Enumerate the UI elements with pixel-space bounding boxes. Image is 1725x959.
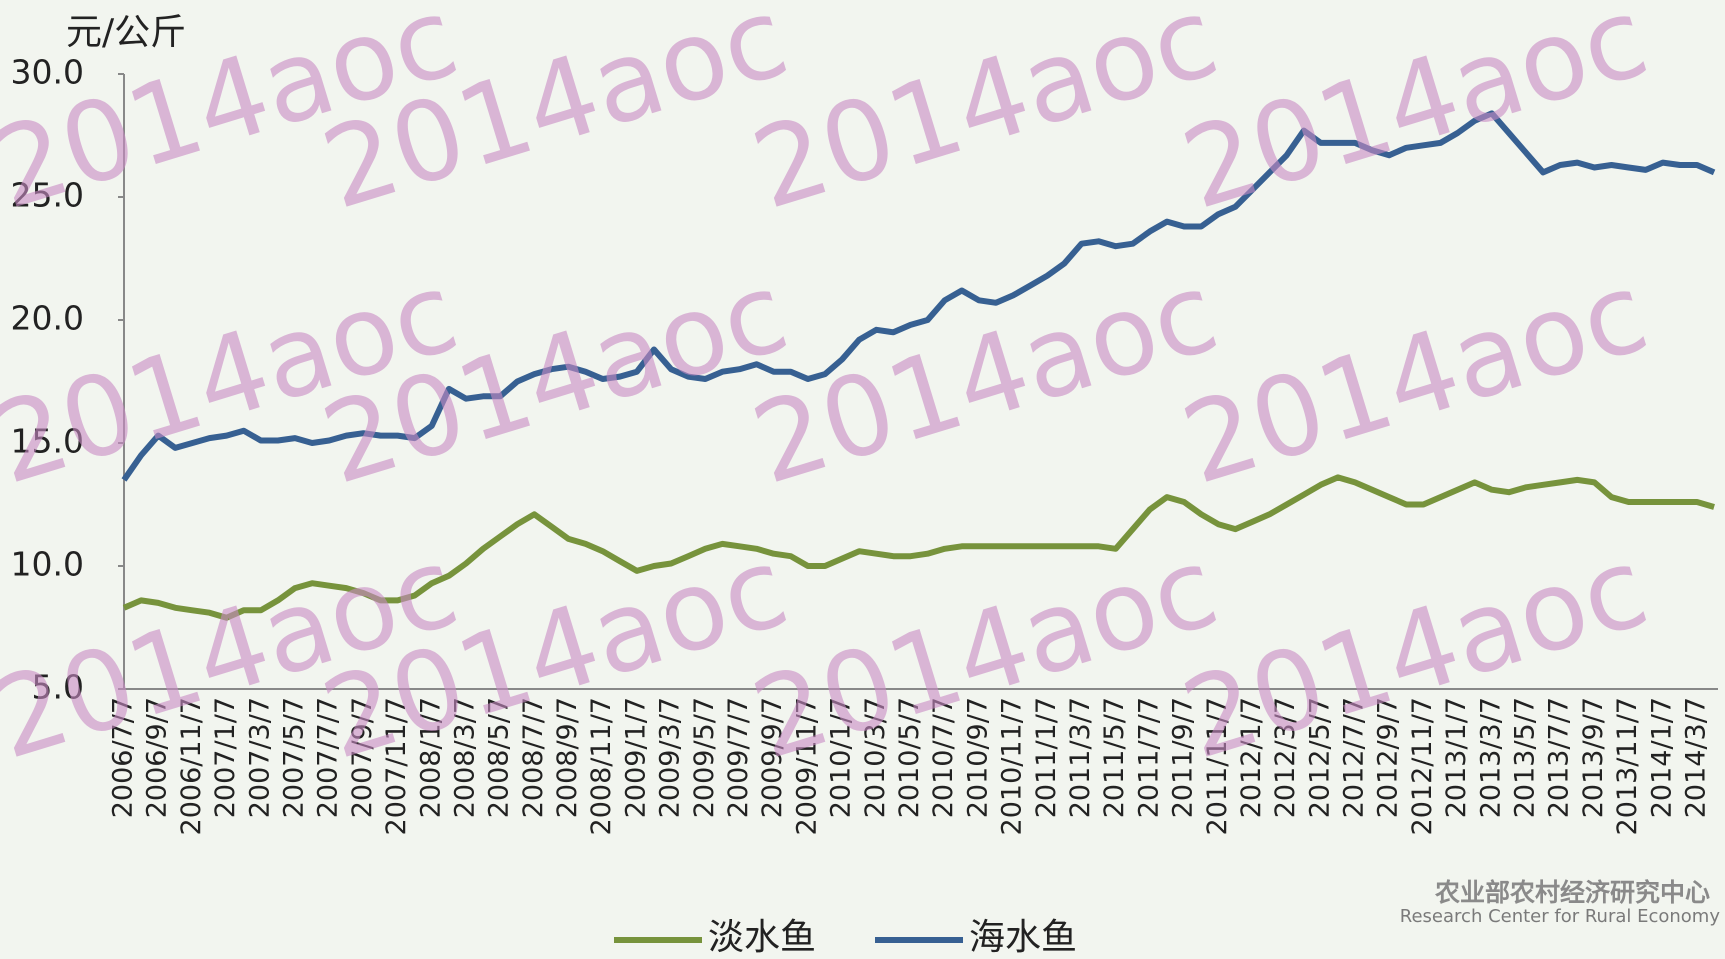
x-tick-label: 2011/9/7	[1168, 697, 1199, 818]
series-line	[121, 110, 1716, 482]
y-tick-label: 10.0	[11, 545, 84, 584]
x-tick-label: 2009/1/7	[620, 697, 651, 818]
x-tick-label: 2013/5/7	[1510, 697, 1541, 818]
x-tick-label: 2010/3/7	[860, 697, 891, 818]
x-tick-label: 2012/3/7	[1270, 697, 1301, 818]
y-tick-label: 30.0	[11, 53, 84, 92]
y-axis-label: 元/公斤	[66, 12, 186, 53]
x-tick-label: 2008/3/7	[449, 697, 480, 818]
x-tick-label: 2013/11/7	[1612, 697, 1643, 835]
x-tick-label: 2008/1/7	[415, 697, 446, 818]
x-tick-label: 2006/7/7	[108, 697, 139, 818]
logo-text: Research Center for Rural Economy	[1400, 906, 1721, 927]
x-tick-label: 2012/7/7	[1339, 697, 1370, 818]
x-tick-label: 2010/9/7	[962, 697, 993, 818]
x-tick-label: 2007/11/7	[381, 697, 412, 835]
x-tick-label: 2009/5/7	[689, 697, 720, 818]
x-tick-label: 2012/1/7	[1236, 697, 1267, 818]
x-tick-label: 2013/3/7	[1475, 697, 1506, 818]
logo-text: 农业部农村经济研究中心	[1434, 878, 1710, 907]
x-tick-label: 2011/11/7	[1202, 697, 1233, 835]
x-tick-label: 2010/11/7	[997, 697, 1028, 835]
legend-label: 海水鱼	[969, 917, 1077, 958]
x-tick-label: 2007/5/7	[278, 697, 309, 818]
x-tick-label: 2009/9/7	[757, 697, 788, 818]
x-tick-label: 2012/11/7	[1407, 697, 1438, 835]
y-tick-label: 5.0	[32, 668, 84, 707]
x-tick-label: 2011/7/7	[1133, 697, 1164, 818]
x-tick-label: 2008/7/7	[518, 697, 549, 818]
x-tick-label: 2007/9/7	[347, 697, 378, 818]
x-tick-label: 2013/9/7	[1578, 697, 1609, 818]
x-tick-label: 2008/5/7	[484, 697, 515, 818]
x-tick-label: 2011/3/7	[1065, 697, 1096, 818]
x-tick-label: 2011/5/7	[1099, 697, 1130, 818]
x-tick-label: 2007/7/7	[313, 697, 344, 818]
x-tick-label: 2010/5/7	[894, 697, 925, 818]
x-tick-label: 2010/7/7	[928, 697, 959, 818]
x-tick-label: 2013/1/7	[1441, 697, 1472, 818]
legend-label: 淡水鱼	[708, 917, 816, 958]
y-tick-label: 20.0	[11, 299, 84, 338]
x-tick-label: 2012/9/7	[1373, 697, 1404, 818]
x-tick-label: 2011/1/7	[1031, 697, 1062, 818]
x-tick-label: 2007/3/7	[244, 697, 275, 818]
x-tick-label: 2008/9/7	[552, 697, 583, 818]
x-tick-label: 2006/9/7	[142, 697, 173, 818]
x-tick-label: 2009/11/7	[791, 697, 822, 835]
y-tick-label: 15.0	[11, 422, 84, 461]
x-tick-label: 2008/11/7	[586, 697, 617, 835]
y-tick-label: 25.0	[11, 176, 84, 215]
x-tick-label: 2009/3/7	[655, 697, 686, 818]
x-tick-label: 2013/7/7	[1544, 697, 1575, 818]
x-tick-label: 2012/5/7	[1304, 697, 1335, 818]
x-tick-label: 2009/7/7	[723, 697, 754, 818]
x-tick-label: 2010/1/7	[826, 697, 857, 818]
x-tick-label: 2014/1/7	[1646, 697, 1677, 818]
x-tick-label: 2014/3/7	[1681, 697, 1712, 818]
series-line	[122, 474, 1715, 621]
x-tick-label: 2006/11/7	[176, 697, 207, 835]
x-tick-label: 2007/1/7	[210, 697, 241, 818]
